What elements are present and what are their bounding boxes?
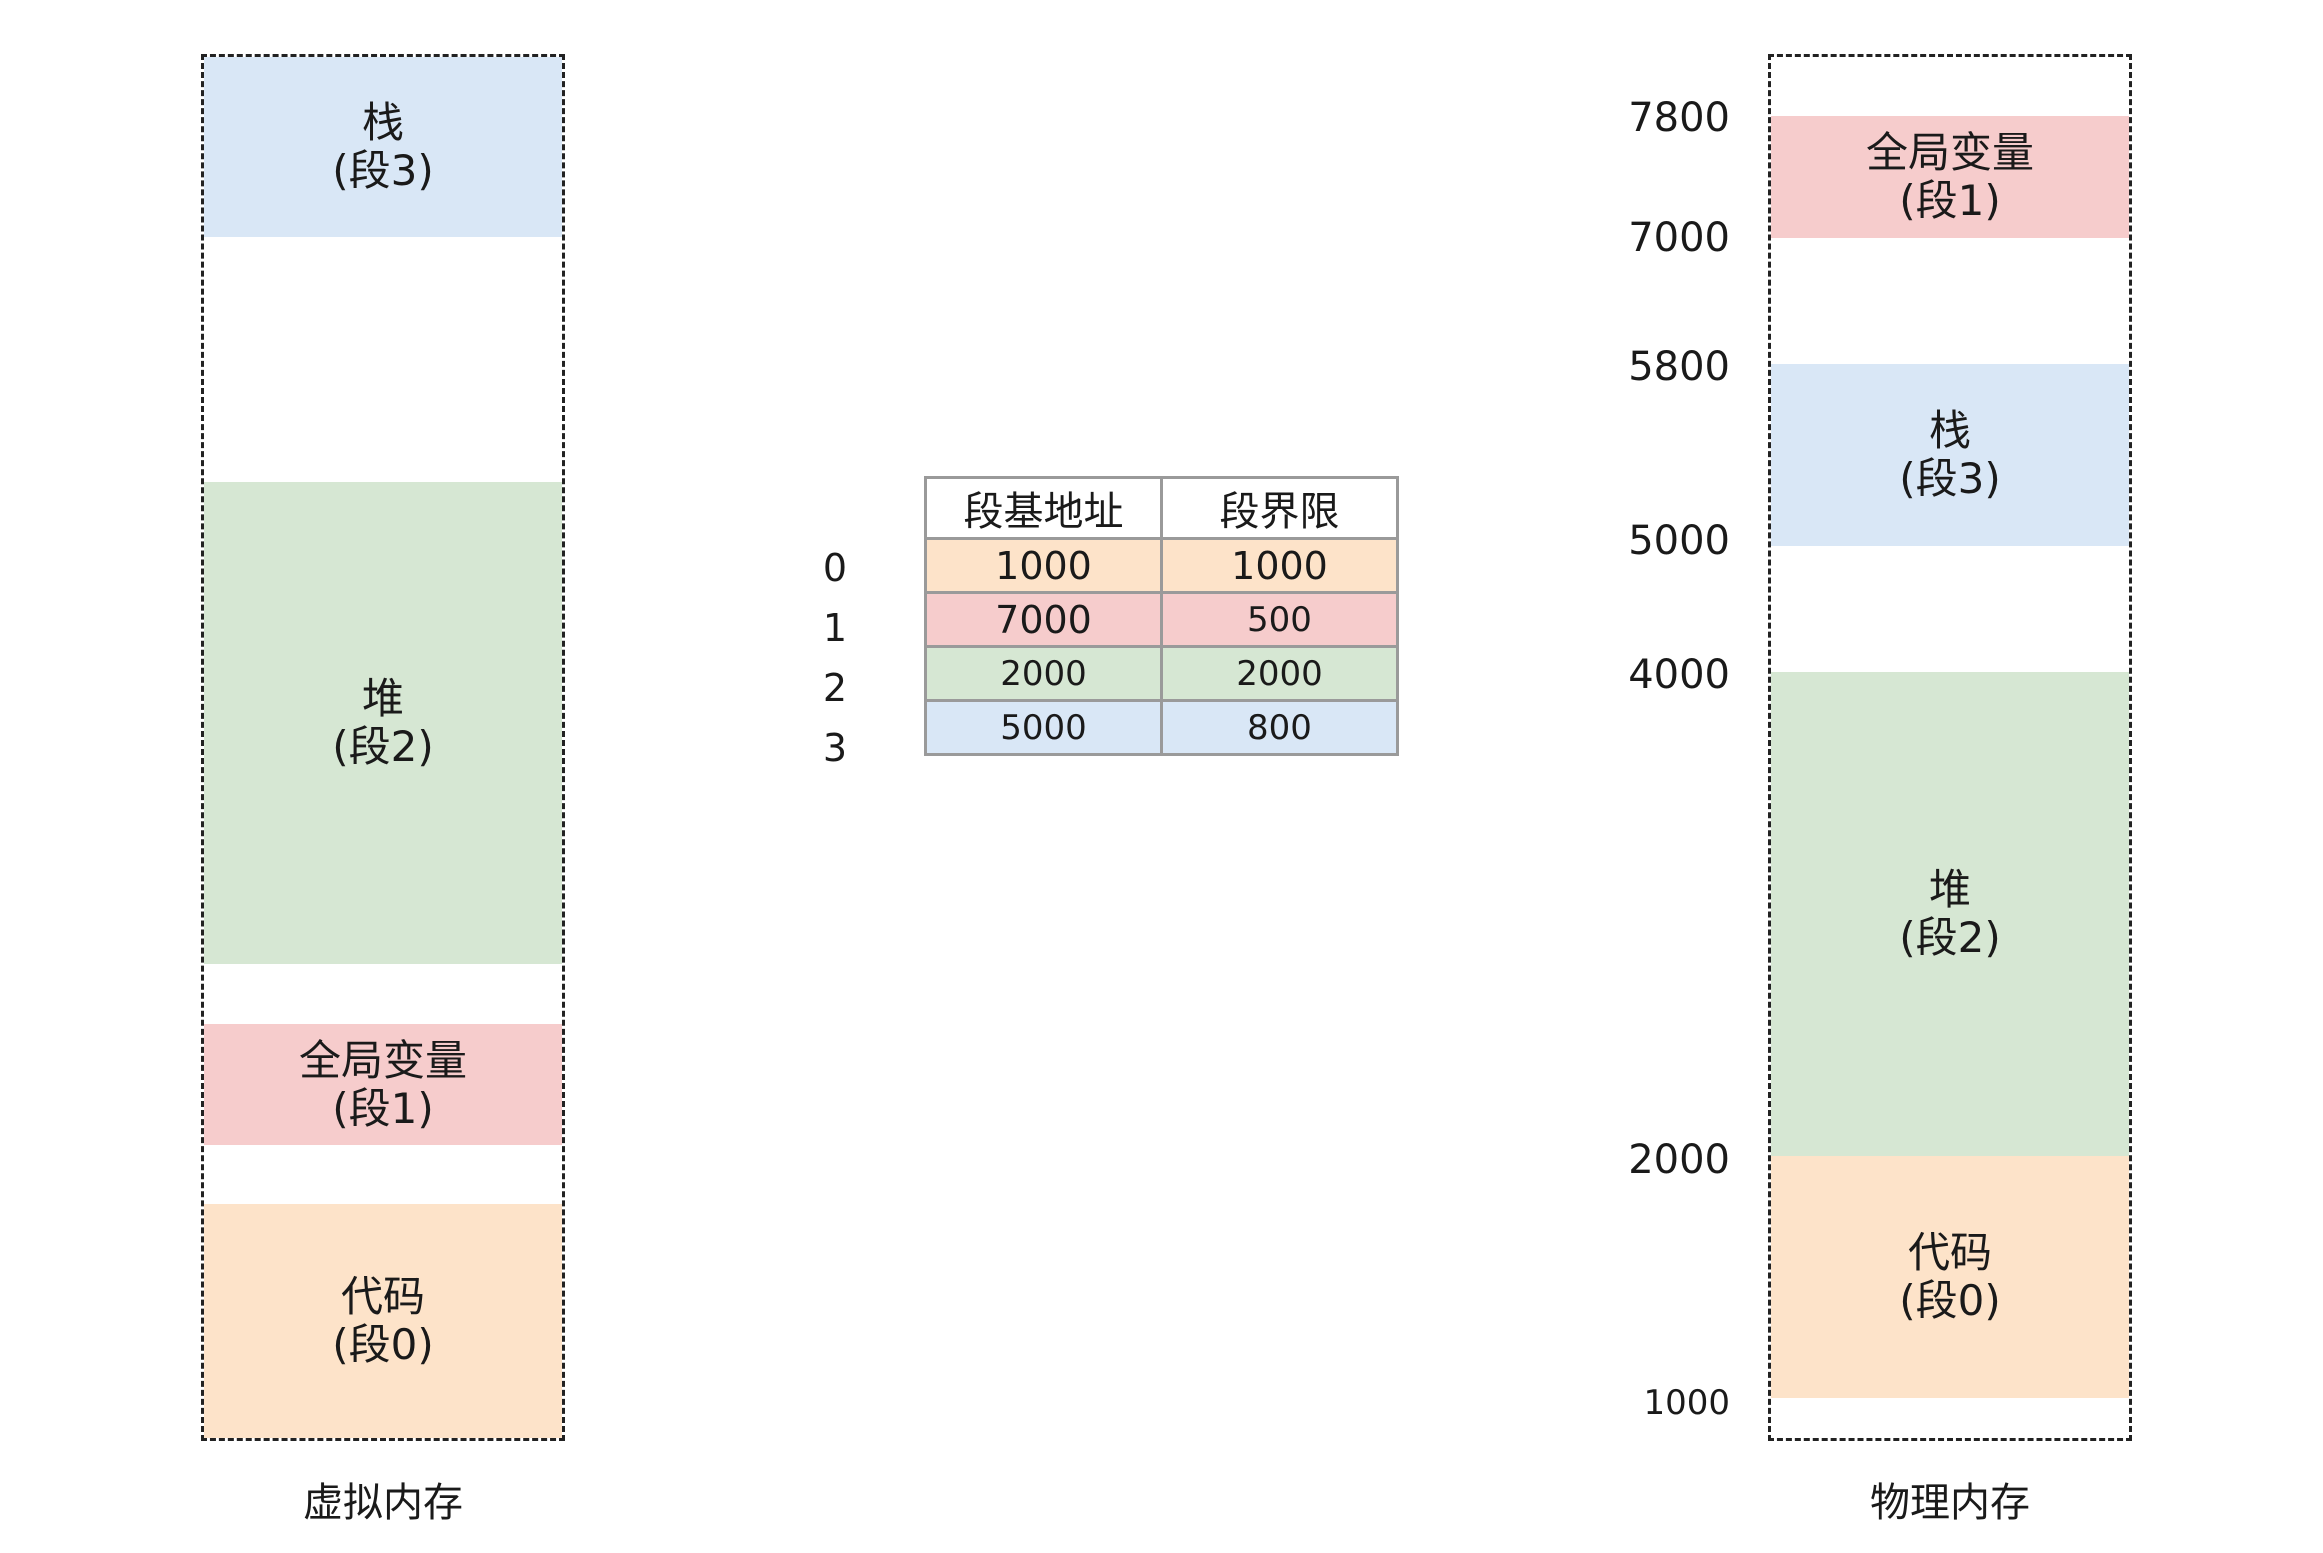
virtual-memory-caption: 虚拟内存 bbox=[303, 1480, 463, 1526]
segment-name: 代码 bbox=[1907, 1228, 1992, 1277]
virtual-heap-segment: 堆 (段2) bbox=[204, 482, 562, 964]
row-index: 0 bbox=[822, 546, 848, 590]
segment-name: 堆 bbox=[1928, 865, 1971, 914]
segment-name: 堆 bbox=[361, 674, 404, 723]
base-cell: 1000 bbox=[924, 537, 1163, 594]
base-cell: 5000 bbox=[924, 699, 1163, 756]
address-label: 2000 bbox=[1628, 1137, 1730, 1183]
segment-name: 栈 bbox=[361, 98, 404, 147]
address-label: 1000 bbox=[1643, 1383, 1730, 1423]
segment-table: 段基地址 段界限 1000 1000 7000 500 2000 2000 50… bbox=[924, 476, 1399, 756]
table-row: 7000 500 bbox=[924, 591, 1399, 648]
limit-cell: 800 bbox=[1160, 699, 1399, 756]
row-index: 1 bbox=[822, 606, 848, 650]
address-label: 5800 bbox=[1628, 344, 1730, 390]
physical-global-segment: 全局变量 (段1) bbox=[1771, 116, 2129, 238]
segment-name: 代码 bbox=[340, 1272, 425, 1321]
segment-name: 栈 bbox=[1928, 406, 1971, 455]
address-label: 4000 bbox=[1628, 652, 1730, 698]
address-label: 5000 bbox=[1628, 518, 1730, 564]
header-base-address: 段基地址 bbox=[924, 476, 1163, 540]
virtual-memory-column: 栈 (段3) 堆 (段2) 全局变量 (段1) 代码 (段0) bbox=[201, 54, 565, 1441]
physical-stack-segment: 栈 (段3) bbox=[1771, 364, 2129, 546]
table-row: 5000 800 bbox=[924, 699, 1399, 756]
segment-label: (段0) bbox=[1899, 1276, 2001, 1325]
segment-label: (段1) bbox=[1899, 176, 2001, 225]
physical-code-segment: 代码 (段0) bbox=[1771, 1156, 2129, 1398]
segment-label: (段3) bbox=[1899, 454, 2001, 503]
physical-memory-caption: 物理内存 bbox=[1870, 1480, 2030, 1526]
base-cell: 7000 bbox=[924, 591, 1163, 648]
table-row: 1000 1000 bbox=[924, 537, 1399, 594]
segment-name: 全局变量 bbox=[298, 1035, 467, 1085]
physical-heap-segment: 堆 (段2) bbox=[1771, 672, 2129, 1156]
address-label: 7800 bbox=[1628, 95, 1730, 141]
address-label: 7000 bbox=[1628, 215, 1730, 261]
limit-cell: 500 bbox=[1160, 591, 1399, 648]
row-index: 2 bbox=[822, 666, 848, 710]
table-header-row: 段基地址 段界限 bbox=[924, 476, 1399, 540]
virtual-global-segment: 全局变量 (段1) bbox=[204, 1024, 562, 1145]
segment-label: (段2) bbox=[332, 722, 434, 771]
segment-label: (段0) bbox=[332, 1320, 434, 1369]
limit-cell: 2000 bbox=[1160, 645, 1399, 702]
physical-memory-column: 全局变量 (段1) 栈 (段3) 堆 (段2) 代码 (段0) bbox=[1768, 54, 2132, 1441]
virtual-code-segment: 代码 (段0) bbox=[204, 1204, 562, 1438]
header-limit: 段界限 bbox=[1160, 476, 1399, 540]
limit-cell: 1000 bbox=[1160, 537, 1399, 594]
segment-name: 全局变量 bbox=[1865, 128, 2034, 177]
row-index: 3 bbox=[822, 726, 848, 770]
base-cell: 2000 bbox=[924, 645, 1163, 702]
segment-label: (段2) bbox=[1899, 913, 2001, 962]
virtual-stack-segment: 栈 (段3) bbox=[204, 57, 562, 237]
segment-label: (段1) bbox=[332, 1083, 434, 1133]
table-row: 2000 2000 bbox=[924, 645, 1399, 702]
segment-label: (段3) bbox=[332, 146, 434, 195]
